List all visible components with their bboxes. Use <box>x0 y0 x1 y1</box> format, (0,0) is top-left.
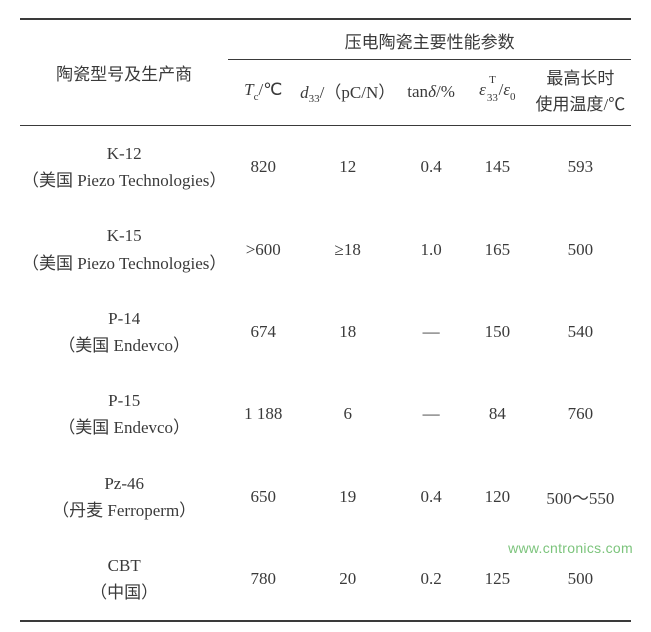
header-tc: Tc/℃ <box>228 60 298 126</box>
header-model-maker: 陶瓷型号及生产商 <box>20 19 228 126</box>
maker-name: （美国 Piezo Technologies） <box>22 167 226 194</box>
table-container: 陶瓷型号及生产商 压电陶瓷主要性能参数 Tc/℃ d33/（pC/N） tanδ… <box>0 0 651 632</box>
cell-tand: 0.4 <box>397 126 465 209</box>
header-maxtemp-line1: 最高长时 <box>546 69 614 88</box>
cell-tc: 674 <box>228 291 298 373</box>
cell-d33: 20 <box>298 538 397 621</box>
cell-tc: >600 <box>228 208 298 290</box>
table-row: P-15 （美国 Endevco） 1 188 6 — 84 760 <box>20 373 631 455</box>
model-name: P-15 <box>22 387 226 414</box>
cell-eps: 120 <box>465 456 530 538</box>
cell-model-maker: CBT （中国） <box>20 538 228 621</box>
cell-tc: 650 <box>228 456 298 538</box>
cell-maxtemp: 540 <box>530 291 631 373</box>
model-name: P-14 <box>22 305 226 332</box>
cell-model-maker: K-12 （美国 Piezo Technologies） <box>20 126 228 209</box>
watermark-text: www.cntronics.com <box>508 540 633 556</box>
model-name: K-12 <box>22 140 226 167</box>
cell-eps: 84 <box>465 373 530 455</box>
maker-name: （美国 Endevco） <box>22 332 226 359</box>
cell-d33: 18 <box>298 291 397 373</box>
maker-name: （美国 Piezo Technologies） <box>22 250 226 277</box>
cell-maxtemp: 593 <box>530 126 631 209</box>
cell-model-maker: P-15 （美国 Endevco） <box>20 373 228 455</box>
cell-model-maker: P-14 （美国 Endevco） <box>20 291 228 373</box>
model-name: CBT <box>22 552 226 579</box>
cell-eps: 150 <box>465 291 530 373</box>
header-maxtemp: 最高长时 使用温度/℃ <box>530 60 631 126</box>
ceramics-table: 陶瓷型号及生产商 压电陶瓷主要性能参数 Tc/℃ d33/（pC/N） tanδ… <box>20 18 631 622</box>
cell-d33: ≥18 <box>298 208 397 290</box>
cell-maxtemp: 500～550 <box>530 456 631 538</box>
cell-model-maker: Pz-46 （丹麦 Ferroperm） <box>20 456 228 538</box>
header-group: 压电陶瓷主要性能参数 <box>228 19 631 60</box>
cell-d33: 12 <box>298 126 397 209</box>
header-eps: εT33 /ε0 <box>465 60 530 126</box>
cell-tand: — <box>397 373 465 455</box>
maker-name: （中国） <box>22 579 226 606</box>
table-row: K-12 （美国 Piezo Technologies） 820 12 0.4 … <box>20 126 631 209</box>
model-name: K-15 <box>22 222 226 249</box>
cell-tc: 820 <box>228 126 298 209</box>
header-row-1: 陶瓷型号及生产商 压电陶瓷主要性能参数 <box>20 19 631 60</box>
cell-tand: 0.4 <box>397 456 465 538</box>
cell-tc: 1 188 <box>228 373 298 455</box>
cell-maxtemp: 500 <box>530 208 631 290</box>
maker-name: （丹麦 Ferroperm） <box>22 497 226 524</box>
table-row: K-15 （美国 Piezo Technologies） >600 ≥18 1.… <box>20 208 631 290</box>
cell-tand: 1.0 <box>397 208 465 290</box>
cell-d33: 6 <box>298 373 397 455</box>
header-maxtemp-line2: 使用温度/℃ <box>536 95 626 114</box>
cell-maxtemp: 760 <box>530 373 631 455</box>
header-tand: tanδ/% <box>397 60 465 126</box>
maker-name: （美国 Endevco） <box>22 414 226 441</box>
table-row: Pz-46 （丹麦 Ferroperm） 650 19 0.4 120 500～… <box>20 456 631 538</box>
table-row: P-14 （美国 Endevco） 674 18 — 150 540 <box>20 291 631 373</box>
table-head: 陶瓷型号及生产商 压电陶瓷主要性能参数 Tc/℃ d33/（pC/N） tanδ… <box>20 19 631 126</box>
cell-tand: — <box>397 291 465 373</box>
cell-eps: 165 <box>465 208 530 290</box>
cell-tand: 0.2 <box>397 538 465 621</box>
cell-d33: 19 <box>298 456 397 538</box>
model-name: Pz-46 <box>22 470 226 497</box>
cell-model-maker: K-15 （美国 Piezo Technologies） <box>20 208 228 290</box>
header-d33: d33/（pC/N） <box>298 60 397 126</box>
cell-tc: 780 <box>228 538 298 621</box>
cell-eps: 145 <box>465 126 530 209</box>
